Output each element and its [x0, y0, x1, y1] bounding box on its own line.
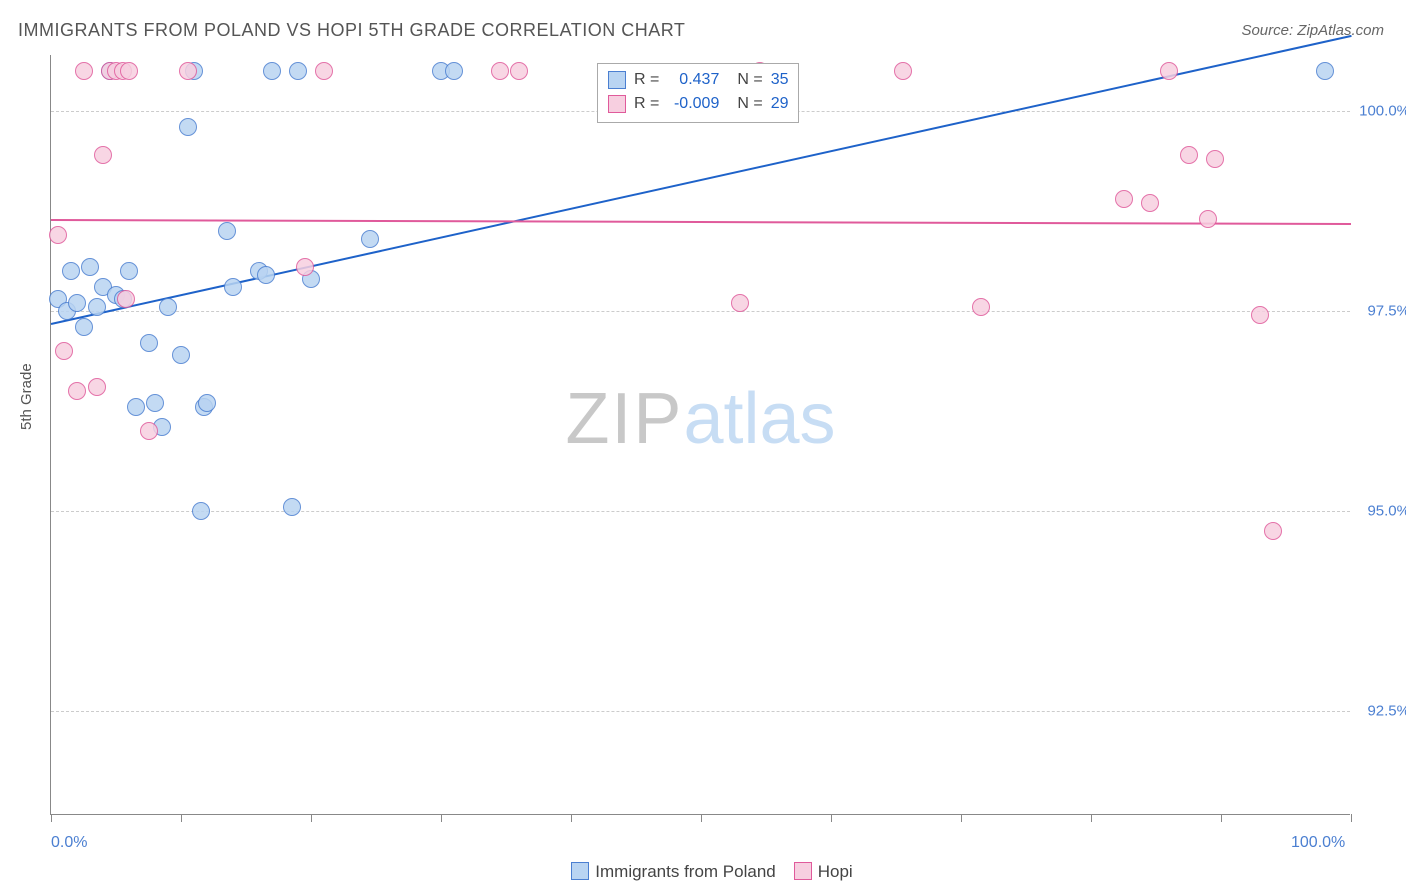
data-point: [146, 394, 164, 412]
x-tick: [51, 814, 52, 822]
x-tick: [311, 814, 312, 822]
data-point: [491, 62, 509, 80]
x-tick: [441, 814, 442, 822]
data-point: [1115, 190, 1133, 208]
chart-source: Source: ZipAtlas.com: [1241, 22, 1384, 39]
data-point: [49, 226, 67, 244]
data-point: [224, 278, 242, 296]
data-point: [127, 398, 145, 416]
data-point: [68, 382, 86, 400]
data-point: [55, 342, 73, 360]
legend-r-value: 0.437: [667, 68, 719, 92]
plot-area: ZIPatlas 100.0%97.5%95.0%92.5%0.0%100.0%…: [50, 55, 1350, 815]
legend-row: R = 0.437 N = 35: [608, 68, 788, 92]
x-tick: [1351, 814, 1352, 822]
gridline: [51, 311, 1350, 312]
data-point: [117, 290, 135, 308]
legend-swatch: [571, 862, 589, 880]
data-point: [75, 318, 93, 336]
legend-n-value: 35: [771, 68, 789, 92]
x-axis-label: 0.0%: [51, 834, 87, 852]
data-point: [315, 62, 333, 80]
legend-top: R = 0.437 N = 35 R = -0.009 N = 29: [597, 63, 799, 123]
data-point: [510, 62, 528, 80]
data-point: [198, 394, 216, 412]
data-point: [1160, 62, 1178, 80]
legend-n-label: N =: [737, 68, 762, 92]
legend-bottom: Immigrants from Poland Hopi: [0, 862, 1406, 882]
legend-label: Hopi: [818, 862, 853, 881]
data-point: [120, 262, 138, 280]
legend-r-label: R =: [634, 92, 659, 116]
x-tick: [571, 814, 572, 822]
x-axis-label: 100.0%: [1291, 834, 1345, 852]
data-point: [361, 230, 379, 248]
data-point: [218, 222, 236, 240]
y-axis-label: 5th Grade: [18, 363, 35, 430]
data-point: [445, 62, 463, 80]
legend-swatch: [608, 95, 626, 113]
legend-n-value: 29: [771, 92, 789, 116]
data-point: [1316, 62, 1334, 80]
data-point: [263, 62, 281, 80]
x-tick: [1091, 814, 1092, 822]
data-point: [88, 298, 106, 316]
data-point: [140, 422, 158, 440]
data-point: [731, 294, 749, 312]
data-point: [68, 294, 86, 312]
data-point: [296, 258, 314, 276]
legend-label: Immigrants from Poland: [595, 862, 775, 881]
y-tick-label: 100.0%: [1355, 103, 1406, 120]
data-point: [62, 262, 80, 280]
gridline: [51, 511, 1350, 512]
y-tick-label: 95.0%: [1355, 503, 1406, 520]
data-point: [257, 266, 275, 284]
data-point: [81, 258, 99, 276]
x-tick: [831, 814, 832, 822]
x-tick: [1221, 814, 1222, 822]
legend-swatch: [794, 862, 812, 880]
data-point: [894, 62, 912, 80]
y-tick-label: 97.5%: [1355, 303, 1406, 320]
data-point: [1199, 210, 1217, 228]
data-point: [140, 334, 158, 352]
data-point: [289, 62, 307, 80]
legend-row: R = -0.009 N = 29: [608, 92, 788, 116]
chart-container: IMMIGRANTS FROM POLAND VS HOPI 5TH GRADE…: [0, 0, 1406, 892]
legend-r-value: -0.009: [667, 92, 719, 116]
x-tick: [181, 814, 182, 822]
data-point: [1180, 146, 1198, 164]
data-point: [94, 146, 112, 164]
x-tick: [961, 814, 962, 822]
trend-line: [51, 219, 1351, 225]
watermark-atlas: atlas: [683, 379, 835, 459]
data-point: [120, 62, 138, 80]
data-point: [75, 62, 93, 80]
data-point: [972, 298, 990, 316]
data-point: [1251, 306, 1269, 324]
x-tick: [701, 814, 702, 822]
watermark: ZIPatlas: [565, 378, 835, 460]
data-point: [179, 118, 197, 136]
y-tick-label: 92.5%: [1355, 703, 1406, 720]
legend-swatch: [608, 71, 626, 89]
chart-title: IMMIGRANTS FROM POLAND VS HOPI 5TH GRADE…: [18, 20, 685, 41]
data-point: [159, 298, 177, 316]
data-point: [1206, 150, 1224, 168]
data-point: [88, 378, 106, 396]
legend-n-label: N =: [737, 92, 762, 116]
data-point: [172, 346, 190, 364]
data-point: [192, 502, 210, 520]
data-point: [1264, 522, 1282, 540]
data-point: [283, 498, 301, 516]
legend-r-label: R =: [634, 68, 659, 92]
data-point: [1141, 194, 1159, 212]
watermark-zip: ZIP: [565, 379, 683, 459]
gridline: [51, 711, 1350, 712]
data-point: [179, 62, 197, 80]
